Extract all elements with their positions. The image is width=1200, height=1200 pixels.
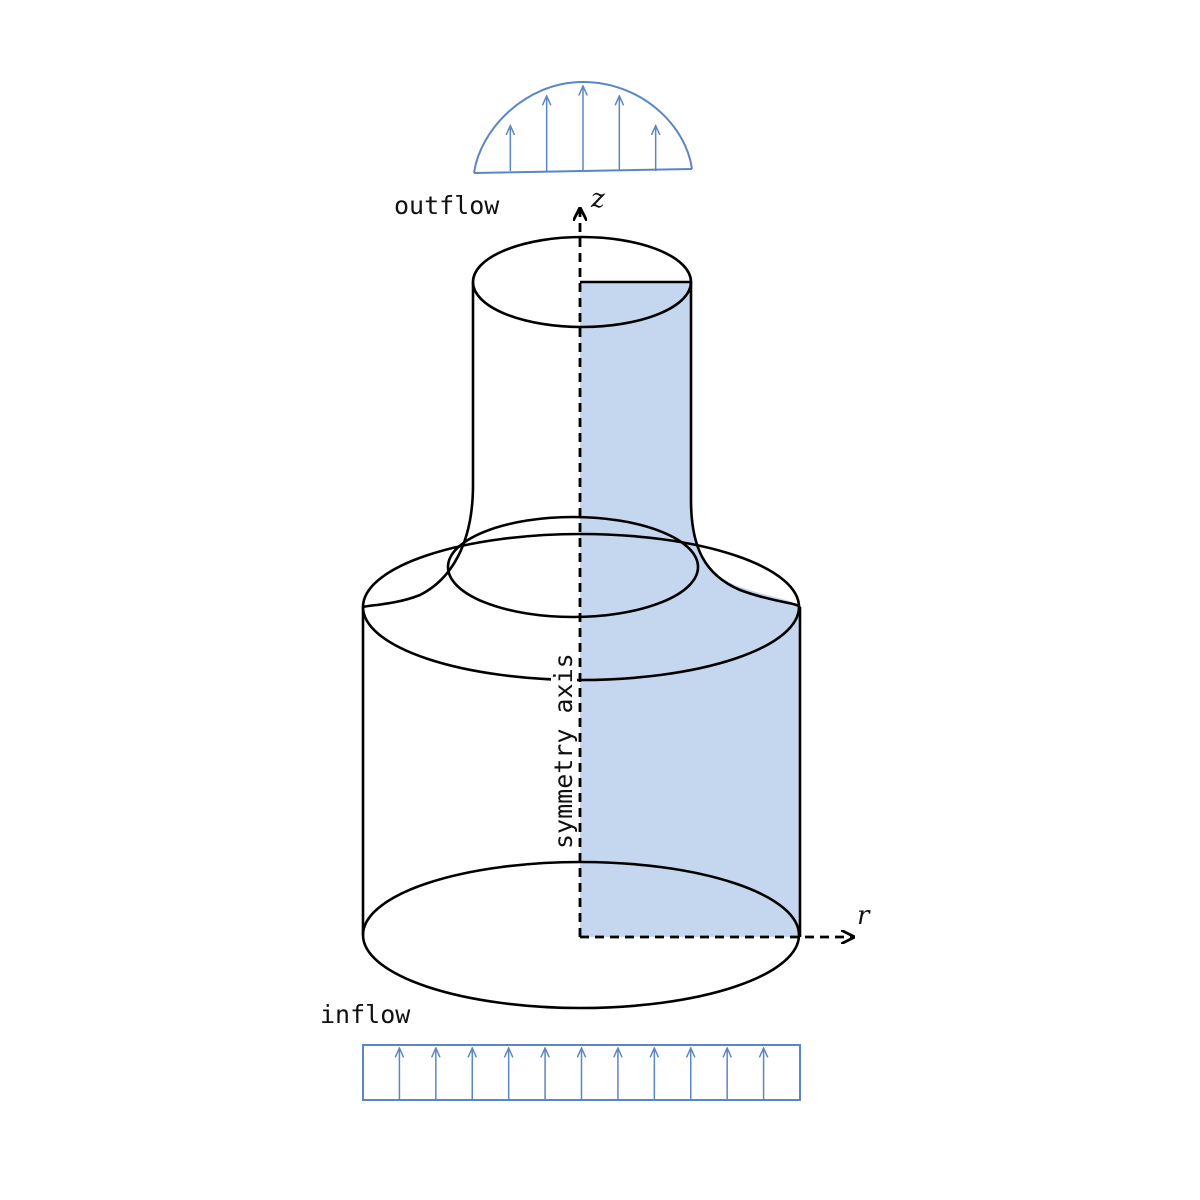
- computational-domain: [580, 282, 800, 937]
- symmetry-axis-label: symmetry axis: [549, 653, 578, 849]
- outflow-profile-curve: [473, 80, 693, 174]
- left-flare: [362, 484, 475, 609]
- vessel-outline: [361, 235, 802, 1010]
- inflow-label: inflow: [320, 1000, 411, 1029]
- outflow-label: outflow: [394, 191, 500, 220]
- throat-ellipse: [446, 515, 700, 619]
- outflow-velocity-profile: [473, 80, 693, 174]
- right-flare: [689, 499, 801, 609]
- r-axis-label: r: [857, 901, 871, 931]
- inflow-velocity-profile: [362, 1044, 801, 1101]
- z-axis-label: z: [590, 184, 605, 214]
- symmetry-axis-label-bg: [551, 636, 577, 850]
